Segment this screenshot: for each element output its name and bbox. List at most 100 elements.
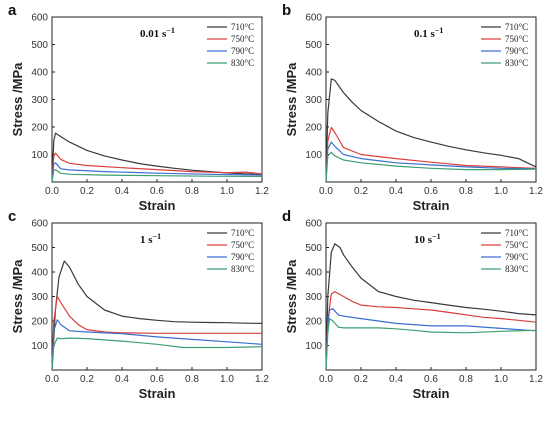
legend-entry: 790°C [505, 46, 528, 56]
x-tick-label: 1.0 [220, 374, 234, 385]
series-line-790c [325, 141, 537, 183]
y-tick-label: 300 [31, 292, 48, 303]
x-tick-label: 0.0 [45, 374, 59, 385]
series-line-710c [51, 260, 263, 371]
x-tick-label: 1.2 [529, 186, 543, 197]
x-axis-label: Strain [139, 198, 176, 213]
x-tick-label: 1.0 [494, 374, 508, 385]
y-tick-label: 300 [305, 95, 322, 106]
x-tick-label: 0.8 [459, 186, 473, 197]
panel-letter: a [8, 2, 17, 19]
series-line-830c [325, 151, 537, 183]
x-tick-label: 0.2 [354, 374, 368, 385]
legend-entry: 710°C [231, 22, 254, 32]
series-line-750c [325, 291, 537, 371]
panel-c: 100 200 300 400 500 600 0.0 0.2 0.4 0.6 0.8 1.0 1.2 S… [8, 208, 269, 401]
y-axis-label: Stress /MPa [10, 62, 25, 136]
series-line-710c [325, 78, 537, 183]
y-tick-label: 300 [305, 292, 322, 303]
series-line-790c [325, 308, 537, 371]
strain-rate-annotation: 10 s−1 [414, 232, 441, 246]
series-line-750c [325, 126, 537, 183]
x-tick-label: 1.0 [494, 186, 508, 197]
legend-entry: 710°C [231, 228, 254, 238]
y-tick-label: 100 [305, 150, 322, 161]
legend-entry: 830°C [231, 264, 254, 274]
x-tick-label: 0.0 [45, 186, 59, 197]
y-axis-label: Stress /MPa [284, 259, 299, 333]
y-tick-label: 200 [31, 317, 48, 328]
x-tick-label: 0.6 [150, 186, 164, 197]
x-tick-label: 0.8 [185, 374, 199, 385]
y-tick-label: 600 [31, 219, 48, 230]
y-tick-label: 100 [31, 150, 48, 161]
series-line-790c [51, 319, 263, 371]
strain-rate-exponent: −1 [153, 232, 162, 241]
x-tick-label: 0.6 [424, 374, 438, 385]
legend-entry: 790°C [231, 252, 254, 262]
series-line-750c [51, 152, 263, 183]
panel-b: 100 200 300 400 500 600 0.0 0.2 0.4 0.6 0.8 1.0 1.2 S… [282, 2, 543, 213]
y-tick-label: 100 [31, 341, 48, 352]
panel-a: 100 200 300 400 500 600 0.0 0.2 0.4 0.6 0.8 1.0 1.2 S… [8, 2, 269, 213]
y-tick-label: 400 [31, 268, 48, 279]
series-line-830c [325, 318, 537, 371]
series-line-830c [51, 169, 263, 183]
legend-entry: 830°C [505, 264, 528, 274]
x-tick-label: 0.4 [389, 374, 403, 385]
y-tick-label: 400 [305, 68, 322, 79]
panel-letter: b [282, 2, 291, 19]
y-axis-label: Stress /MPa [284, 62, 299, 136]
y-axis-label: Stress /MPa [10, 259, 25, 333]
x-tick-label: 0.6 [150, 374, 164, 385]
y-tick-label: 300 [31, 95, 48, 106]
series-line-790c [51, 162, 263, 183]
legend-entry: 710°C [505, 22, 528, 32]
y-tick-label: 600 [305, 13, 322, 24]
legend-entry: 710°C [505, 228, 528, 238]
y-tick-label: 200 [305, 123, 322, 134]
legend-entry: 750°C [231, 34, 254, 44]
y-tick-label: 200 [31, 123, 48, 134]
x-tick-label: 0.4 [115, 374, 129, 385]
x-axis-label: Strain [413, 198, 450, 213]
x-tick-label: 0.8 [185, 186, 199, 197]
panel-letter: c [8, 208, 16, 225]
legend-entry: 830°C [231, 58, 254, 68]
x-tick-label: 0.6 [424, 186, 438, 197]
x-axis-label: Strain [139, 386, 176, 401]
series-line-710c [325, 243, 537, 371]
y-tick-label: 500 [305, 40, 322, 51]
panel-d: 100 200 300 400 500 600 0.0 0.2 0.4 0.6 0.8 1.0 1.2 S… [282, 208, 543, 401]
strain-rate-exponent: −1 [432, 232, 441, 241]
legend-entry: 790°C [231, 46, 254, 56]
y-tick-label: 500 [31, 243, 48, 254]
y-tick-label: 400 [31, 68, 48, 79]
y-tick-label: 600 [305, 219, 322, 230]
strain-rate-annotation: 1 s−1 [140, 232, 161, 246]
legend-entry: 790°C [505, 252, 528, 262]
legend-entry: 750°C [505, 240, 528, 250]
x-tick-label: 0.8 [459, 374, 473, 385]
x-tick-label: 1.2 [255, 374, 269, 385]
x-tick-label: 1.2 [529, 374, 543, 385]
x-tick-label: 0.2 [80, 186, 94, 197]
y-tick-label: 500 [305, 243, 322, 254]
panel-letter: d [282, 208, 291, 225]
x-tick-label: 1.0 [220, 186, 234, 197]
legend-entry: 750°C [505, 34, 528, 44]
y-tick-label: 500 [31, 40, 48, 51]
strain-rate-annotation: 0.1 s−1 [414, 26, 443, 40]
legend-entry: 830°C [505, 58, 528, 68]
x-tick-label: 1.2 [255, 186, 269, 197]
x-tick-label: 0.2 [80, 374, 94, 385]
x-tick-label: 0.4 [115, 186, 129, 197]
y-tick-label: 200 [305, 317, 322, 328]
y-tick-label: 600 [31, 13, 48, 24]
y-tick-label: 100 [305, 341, 322, 352]
series-line-830c [51, 337, 263, 371]
series-line-750c [51, 295, 262, 371]
x-tick-label: 0.0 [319, 374, 333, 385]
legend-entry: 750°C [231, 240, 254, 250]
